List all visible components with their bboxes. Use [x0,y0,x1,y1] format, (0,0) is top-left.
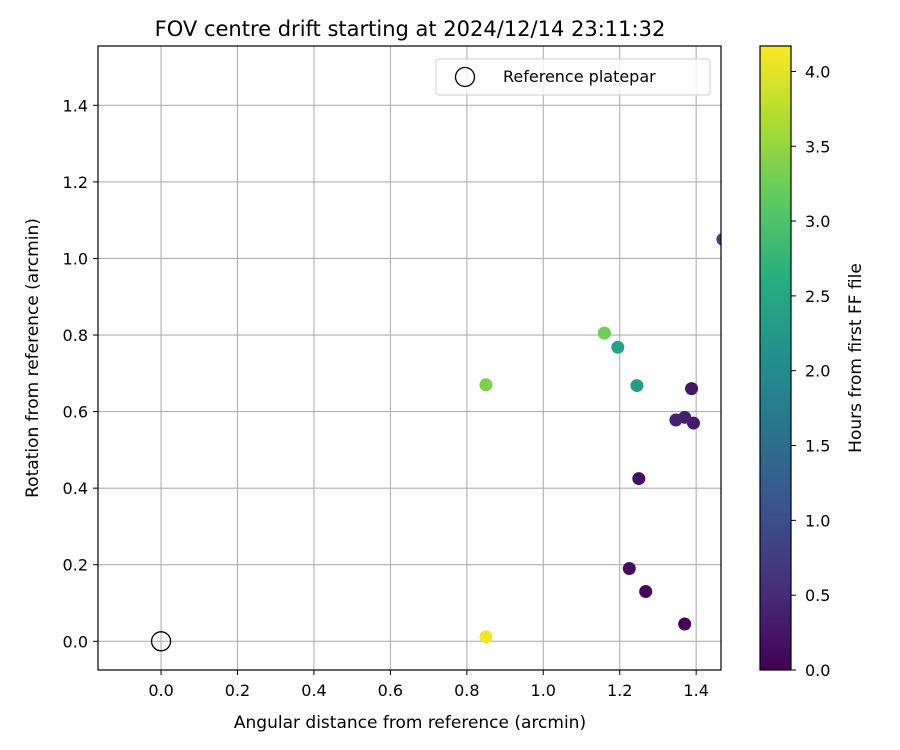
legend-label-reference: Reference platepar [503,67,656,86]
data-point [479,630,493,644]
grid-lines [98,46,721,670]
data-point [597,326,611,340]
x-tick-label: 1.4 [683,681,708,700]
y-tick-label: 1.4 [63,96,88,115]
x-tick-label: 1.0 [531,681,556,700]
colorbar-tick-label: 0.0 [805,661,830,680]
y-tick-label: 0.4 [63,479,88,498]
y-axis-ticks: 0.0 0.2 0.4 0.6 0.8 1.0 1.2 1.4 [63,96,98,651]
data-points [150,233,721,652]
colorbar-label: Hours from first FF file [846,263,866,453]
chart-title: FOV centre drift starting at 2024/12/14 … [155,17,666,41]
colorbar-gradient [759,45,792,671]
colorbar-ticks: 0.0 0.5 1.0 1.5 2.0 2.5 3.0 3.5 4.0 [791,62,830,680]
y-tick-label: 0.0 [63,632,88,651]
colorbar-tick-label: 1.0 [805,511,830,530]
legend: Reference platepar [435,58,711,96]
x-tick-label: 0.8 [454,681,479,700]
colorbar-tick-label: 3.5 [805,137,830,156]
data-point [630,379,644,393]
colorbar-tick-label: 1.5 [805,437,830,456]
x-tick-label: 0.2 [225,681,250,700]
x-tick-label: 0.6 [378,681,403,700]
x-tick-label: 0.4 [301,681,326,700]
y-tick-label: 1.2 [63,173,88,192]
data-point [678,617,692,631]
y-tick-label: 0.2 [63,556,88,575]
y-tick-label: 0.6 [63,403,88,422]
data-point [685,382,699,396]
plot-frame [97,45,722,671]
data-point [611,340,625,354]
x-axis-label: Angular distance from reference (arcmin) [234,713,586,733]
colorbar-tick-label: 3.0 [805,212,830,231]
data-point [669,413,683,427]
colorbar: 0.0 0.5 1.0 1.5 2.0 2.5 3.0 3.5 4.0 Hours from f… [759,45,866,680]
data-point [632,472,646,486]
legend-box [435,58,711,96]
y-tick-label: 0.8 [63,326,88,345]
data-point [479,378,493,392]
data-point [622,562,636,576]
y-axis-label: Rotation from reference (arcmin) [23,218,43,498]
colorbar-tick-label: 4.0 [805,62,830,81]
colorbar-tick-label: 2.0 [805,362,830,381]
x-tick-label: 0.0 [148,681,173,700]
data-point [639,585,653,599]
y-tick-label: 1.0 [63,249,88,268]
colorbar-tick-label: 2.5 [805,287,830,306]
x-axis-ticks: 0.0 0.2 0.4 0.6 0.8 1.0 1.2 1.4 [148,670,709,700]
legend-marker-reference [454,66,476,88]
colorbar-tick-label: 0.5 [805,586,830,605]
reference-point-marker [150,631,172,652]
x-tick-label: 1.2 [607,681,632,700]
data-point [716,233,721,246]
